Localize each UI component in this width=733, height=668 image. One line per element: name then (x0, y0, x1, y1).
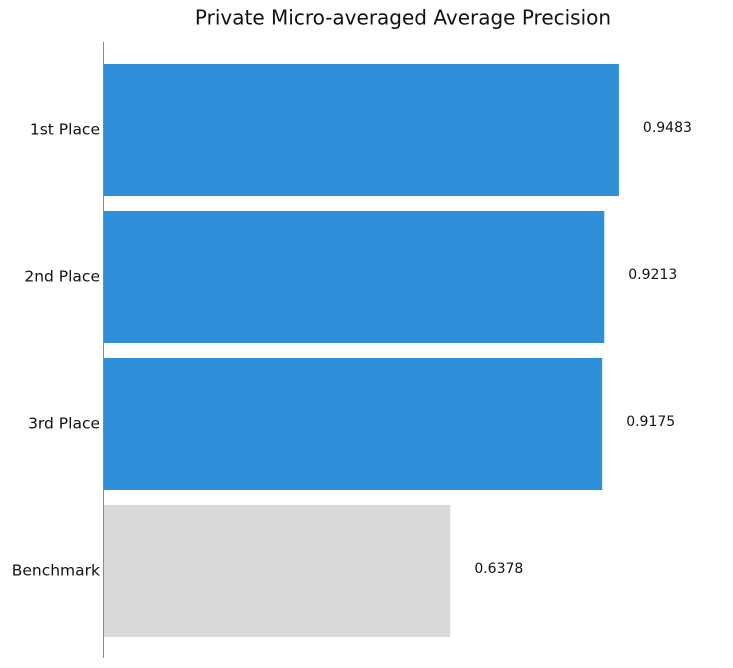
value-label: 0.9483 (643, 120, 692, 136)
bar (104, 358, 603, 490)
chart-title: Private Micro-averaged Average Precision (195, 6, 611, 30)
value-label: 0.6378 (474, 561, 523, 577)
bar (104, 211, 605, 343)
category-label: 2nd Place (24, 268, 100, 286)
value-label: 0.9175 (626, 414, 675, 430)
bar (104, 64, 619, 196)
category-label: 3rd Place (28, 415, 100, 433)
category-label: Benchmark (12, 562, 100, 580)
category-label: 1st Place (30, 121, 100, 139)
bar (104, 505, 451, 637)
value-label: 0.9213 (628, 267, 677, 283)
